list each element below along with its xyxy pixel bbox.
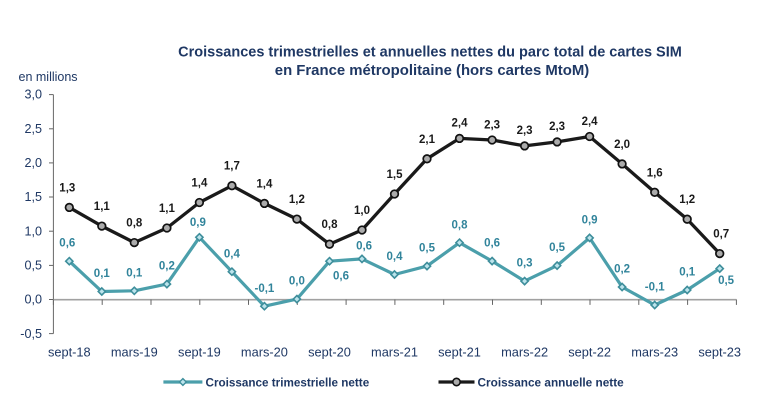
svg-text:3,0: 3,0 bbox=[24, 88, 42, 102]
svg-text:0,8: 0,8 bbox=[452, 219, 469, 231]
svg-text:1,7: 1,7 bbox=[224, 161, 240, 173]
svg-text:Croissance annuelle nette: Croissance annuelle nette bbox=[478, 375, 625, 389]
svg-text:0,5: 0,5 bbox=[419, 243, 436, 255]
svg-text:0,6: 0,6 bbox=[333, 271, 349, 283]
svg-text:0,5: 0,5 bbox=[718, 275, 735, 287]
svg-text:0,7: 0,7 bbox=[713, 229, 729, 241]
svg-text:2,3: 2,3 bbox=[484, 119, 500, 131]
svg-text:sept-23: sept-23 bbox=[698, 345, 741, 360]
svg-text:0,4: 0,4 bbox=[387, 251, 404, 263]
svg-text:0,2: 0,2 bbox=[159, 261, 175, 273]
svg-text:0,3: 0,3 bbox=[517, 258, 533, 270]
svg-text:1,6: 1,6 bbox=[647, 167, 663, 179]
svg-text:en France métropolitaine (hors: en France métropolitaine (hors cartes Mt… bbox=[275, 63, 589, 79]
svg-text:1,2: 1,2 bbox=[289, 194, 305, 206]
svg-text:1,3: 1,3 bbox=[59, 182, 75, 194]
svg-text:2,5: 2,5 bbox=[24, 122, 42, 136]
svg-text:0,5: 0,5 bbox=[549, 242, 566, 254]
svg-text:0,6: 0,6 bbox=[484, 238, 500, 250]
svg-text:0,8: 0,8 bbox=[126, 218, 143, 230]
svg-text:2,4: 2,4 bbox=[452, 118, 469, 130]
svg-text:1,4: 1,4 bbox=[191, 178, 208, 190]
svg-text:mars-22: mars-22 bbox=[501, 345, 548, 360]
svg-text:0,9: 0,9 bbox=[190, 217, 206, 229]
svg-text:1,5: 1,5 bbox=[24, 190, 42, 204]
svg-text:0,8: 0,8 bbox=[322, 219, 339, 231]
svg-text:0,0: 0,0 bbox=[289, 276, 305, 288]
svg-text:mars-19: mars-19 bbox=[111, 345, 158, 360]
svg-text:mars-20: mars-20 bbox=[241, 345, 288, 360]
svg-text:0,1: 0,1 bbox=[94, 268, 111, 280]
svg-text:2,0: 2,0 bbox=[614, 139, 630, 151]
svg-text:0,1: 0,1 bbox=[679, 267, 696, 279]
svg-text:2,3: 2,3 bbox=[549, 121, 565, 133]
svg-text:1,4: 1,4 bbox=[256, 178, 273, 190]
svg-text:0,1: 0,1 bbox=[126, 267, 143, 279]
svg-text:1,1: 1,1 bbox=[159, 203, 176, 215]
svg-text:sept-21: sept-21 bbox=[438, 345, 481, 360]
svg-text:1,2: 1,2 bbox=[679, 194, 695, 206]
svg-text:2,4: 2,4 bbox=[582, 116, 599, 128]
svg-text:0,6: 0,6 bbox=[356, 241, 372, 253]
svg-text:Croissances trimestrielles et: Croissances trimestrielles et annuelles … bbox=[178, 45, 682, 61]
svg-text:en millions: en millions bbox=[19, 70, 78, 84]
svg-text:1,1: 1,1 bbox=[94, 201, 111, 213]
svg-text:1,5: 1,5 bbox=[387, 169, 404, 181]
svg-text:sept-20: sept-20 bbox=[308, 345, 351, 360]
svg-text:-0,1: -0,1 bbox=[645, 282, 665, 294]
svg-text:1,0: 1,0 bbox=[354, 205, 370, 217]
svg-text:Croissance trimestrielle nette: Croissance trimestrielle nette bbox=[206, 376, 370, 389]
svg-text:0,9: 0,9 bbox=[582, 215, 598, 227]
svg-text:sept-19: sept-19 bbox=[178, 345, 221, 360]
svg-text:0,6: 0,6 bbox=[59, 237, 75, 249]
svg-text:sept-22: sept-22 bbox=[568, 345, 611, 360]
svg-text:0,0: 0,0 bbox=[24, 293, 42, 307]
svg-text:mars-21: mars-21 bbox=[371, 345, 418, 360]
svg-text:sept-18: sept-18 bbox=[48, 345, 91, 360]
svg-text:-0,1: -0,1 bbox=[254, 283, 274, 295]
svg-text:0,2: 0,2 bbox=[614, 264, 630, 276]
svg-text:0,5: 0,5 bbox=[24, 259, 42, 273]
svg-text:2,3: 2,3 bbox=[517, 125, 533, 137]
svg-text:-0,5: -0,5 bbox=[20, 327, 42, 341]
svg-text:1,0: 1,0 bbox=[24, 224, 42, 238]
svg-text:0,4: 0,4 bbox=[224, 248, 241, 260]
svg-text:2,1: 2,1 bbox=[419, 134, 436, 146]
svg-text:mars-23: mars-23 bbox=[631, 345, 678, 360]
svg-text:2,0: 2,0 bbox=[24, 156, 42, 170]
